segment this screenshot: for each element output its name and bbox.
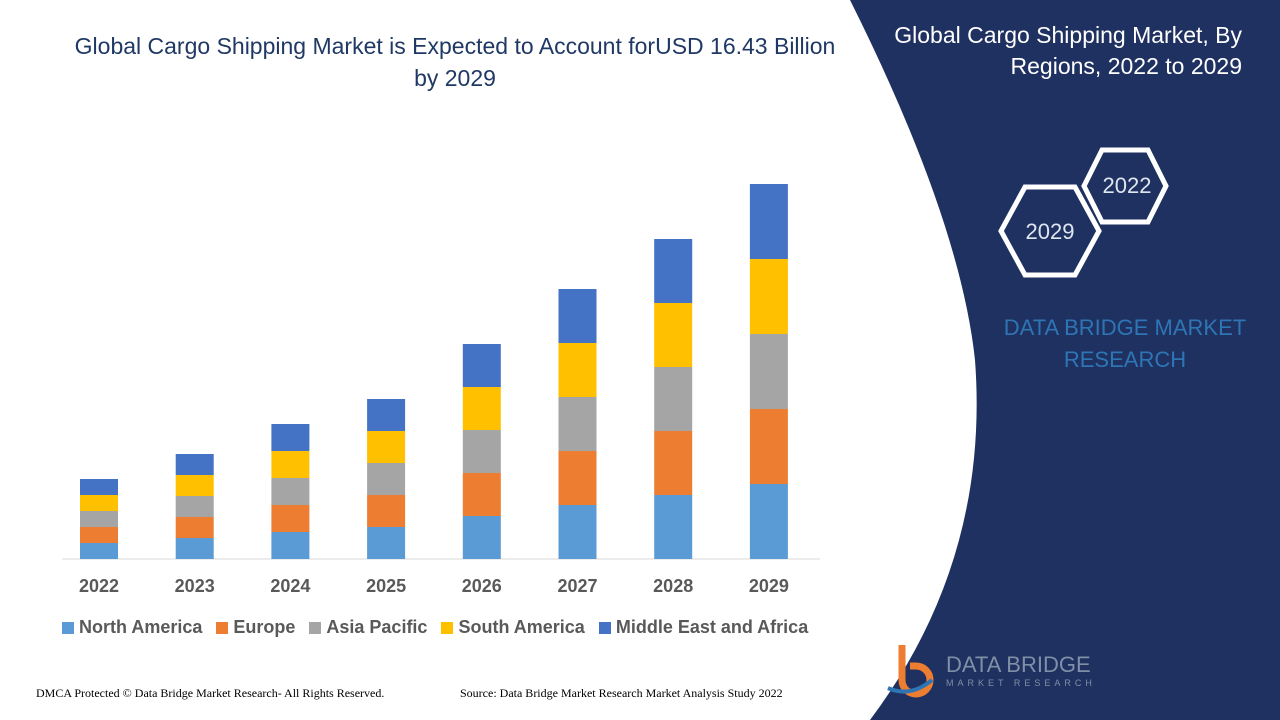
bar-segment-2025-1 <box>367 495 406 527</box>
bar-segment-2028-2 <box>654 367 693 431</box>
logo-icon <box>887 645 934 698</box>
legend-swatch <box>309 621 322 634</box>
x-tick-label: 2022 <box>79 576 119 596</box>
bar-segment-2023-4 <box>175 454 214 475</box>
bar-segment-2029-4 <box>749 184 788 259</box>
legend-item: Europe <box>216 617 295 638</box>
bar-segment-2023-2 <box>175 496 214 517</box>
bar-segment-2023-0 <box>175 538 214 559</box>
bar-segment-2022-3 <box>80 495 118 511</box>
legend-swatch <box>441 621 454 634</box>
stacked-bar-chart: 2022 2023 2024 2025 2026 2027 2028 2029 <box>62 184 820 596</box>
bar-segment-2029-2 <box>749 334 788 409</box>
hex-label-2029: 2029 <box>1025 219 1075 244</box>
legend: North America Europe Asia Pacific South Ame… <box>62 617 808 638</box>
bar-segment-2026-2 <box>462 430 501 473</box>
x-tick-label: 2029 <box>749 576 789 596</box>
bar-segment-2025-4 <box>367 399 406 431</box>
bar-segment-2023-1 <box>175 517 214 538</box>
copyright-footer: DMCA Protected © Data Bridge Market Rese… <box>36 686 385 700</box>
legend-swatch <box>598 621 611 634</box>
bar-segment-2023-3 <box>175 475 214 496</box>
logo-sub: MARKET RESEARCH <box>946 678 1096 688</box>
legend-swatch <box>216 621 229 634</box>
panel-title: Global Cargo Shipping Market, By Regions… <box>894 22 1242 79</box>
hexagon-front <box>998 184 1102 278</box>
bar-segment-2025-3 <box>367 431 406 463</box>
legend-swatch <box>62 621 74 634</box>
x-tick-label: 2023 <box>175 576 215 596</box>
bar-segment-2022-4 <box>80 479 118 495</box>
source-footer: Source: Data Bridge Market Research Mark… <box>460 686 783 700</box>
bar-segment-2024-0 <box>271 532 310 559</box>
hex-label-2022: 2022 <box>1102 173 1152 198</box>
bar-segment-2029-3 <box>749 259 788 334</box>
x-tick-label: 2026 <box>462 576 502 596</box>
bar-segment-2029-1 <box>749 409 788 484</box>
bar-segment-2027-3 <box>558 343 597 397</box>
x-tick-label: 2028 <box>653 576 693 596</box>
bar-segment-2022-0 <box>80 543 118 559</box>
bar-segment-2024-3 <box>271 451 310 478</box>
legend-item: South America <box>441 617 585 638</box>
bar-segment-2028-0 <box>654 495 693 559</box>
legend-item: North America <box>62 617 202 638</box>
bar-segment-2026-4 <box>462 344 501 387</box>
bar-segment-2029-0 <box>749 484 788 559</box>
legend-label: Middle East and Africa <box>615 617 809 637</box>
bar-segment-2027-0 <box>558 505 597 559</box>
bar-segment-2027-2 <box>558 397 597 451</box>
logo-name: DATA BRIDGE <box>946 652 1091 677</box>
bar-segment-2028-3 <box>654 303 693 367</box>
bar-segment-2026-0 <box>462 516 501 559</box>
bar-segment-2022-2 <box>80 511 118 527</box>
x-tick-label: 2027 <box>557 576 597 596</box>
bar-segment-2024-4 <box>271 424 310 451</box>
x-tick-label: 2025 <box>366 576 406 596</box>
hexagon-back <box>1081 147 1169 225</box>
chart-title: Global Cargo Shipping Market is Expected… <box>74 33 836 91</box>
legend-item: Middle East and Africa <box>598 617 809 638</box>
legend-label: South America <box>458 617 585 637</box>
bar-segment-2027-1 <box>558 451 597 505</box>
bar-segment-2024-2 <box>271 478 310 505</box>
bar-segment-2025-0 <box>367 527 406 559</box>
bar-segment-2028-1 <box>654 431 693 495</box>
bar-segment-2025-2 <box>367 463 406 495</box>
bar-segment-2026-1 <box>462 473 501 516</box>
logo: DATA BRIDGE MARKET RESEARCH <box>880 640 1096 700</box>
bar-segment-2022-1 <box>80 527 118 543</box>
brand-text: DATA BRIDGE MARKET RESEARCH <box>1003 315 1247 372</box>
bar-segment-2026-3 <box>462 387 501 430</box>
x-tick-label: 2024 <box>270 576 310 596</box>
legend-item: Asia Pacific <box>309 617 427 638</box>
bar-segment-2024-1 <box>271 505 310 532</box>
bar-segment-2028-4 <box>654 239 693 303</box>
legend-label: Europe <box>233 617 296 637</box>
legend-label: North America <box>79 617 203 637</box>
bar-segment-2027-4 <box>558 289 597 343</box>
legend-label: Asia Pacific <box>326 617 428 637</box>
